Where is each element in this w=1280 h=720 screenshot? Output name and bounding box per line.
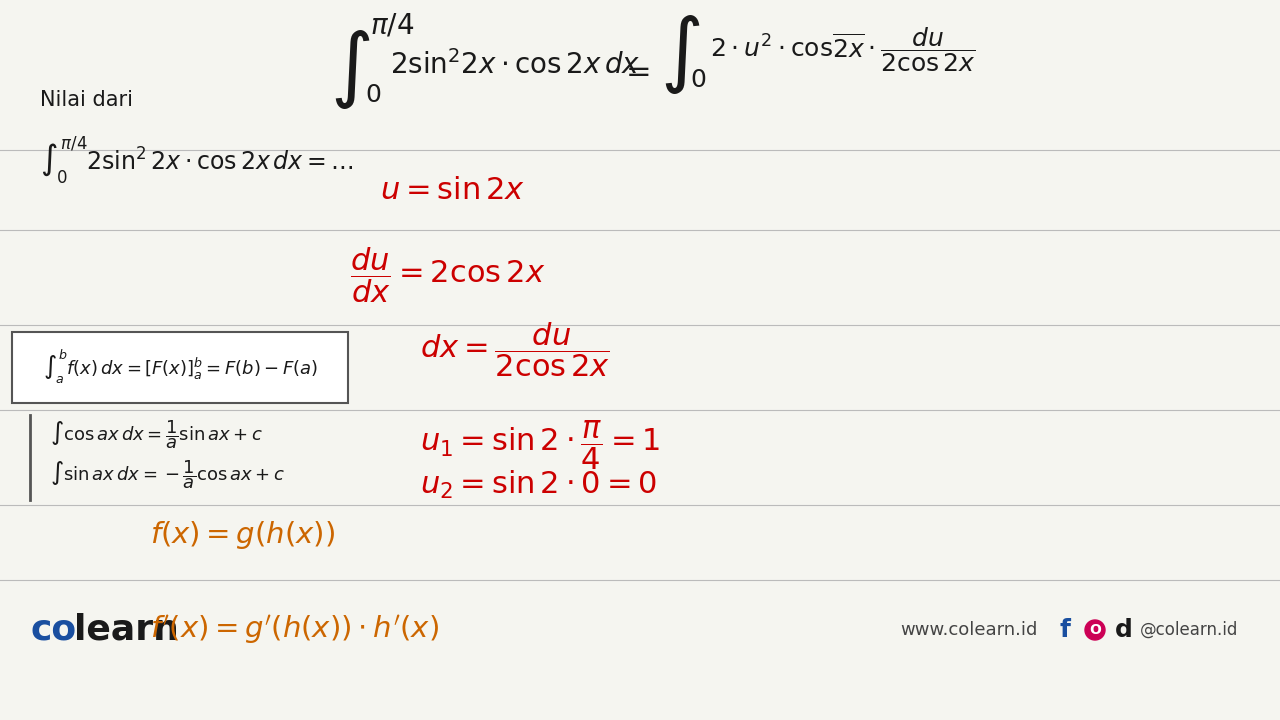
Text: co: co [29,613,76,647]
Text: $\int$: $\int$ [330,29,370,111]
Text: Nilai dari: Nilai dari [40,90,133,110]
Circle shape [1085,620,1105,640]
Text: learn: learn [74,613,179,647]
Text: @colearn.id: @colearn.id [1140,621,1238,639]
Text: f: f [1060,618,1071,642]
FancyBboxPatch shape [12,332,348,403]
Text: $\int$: $\int$ [660,14,700,96]
Text: $u_2 = \sin 2 \cdot 0 = 0$: $u_2 = \sin 2 \cdot 0 = 0$ [420,469,657,501]
Text: $2\sin^2\!2x \cdot \cos 2x\, dx$: $2\sin^2\!2x \cdot \cos 2x\, dx$ [390,50,640,80]
Text: $u = \sin 2x$: $u = \sin 2x$ [380,176,525,204]
Text: d: d [1115,618,1133,642]
Text: $\dfrac{du}{dx} = 2\cos 2x$: $\dfrac{du}{dx} = 2\cos 2x$ [349,246,545,305]
Text: $u_1 = \sin 2 \cdot \dfrac{\pi}{4} = 1$: $u_1 = \sin 2 \cdot \dfrac{\pi}{4} = 1$ [420,418,660,472]
Text: $dx = \dfrac{du}{2\cos 2x}$: $dx = \dfrac{du}{2\cos 2x}$ [420,320,611,379]
Text: $f(x) = g(h(x))$: $f(x) = g(h(x))$ [150,519,335,551]
Text: $\int_a^b f(x)\, dx = [F(x)]_a^b = F(b) - F(a)$: $\int_a^b f(x)\, dx = [F(x)]_a^b = F(b) … [42,348,317,386]
Text: $\int \cos ax\, dx = \dfrac{1}{a}\sin ax + c$: $\int \cos ax\, dx = \dfrac{1}{a}\sin ax… [50,418,264,451]
Text: $\int \sin ax\, dx = -\dfrac{1}{a}\cos ax + c$: $\int \sin ax\, dx = -\dfrac{1}{a}\cos a… [50,459,285,491]
Text: www.colearn.id: www.colearn.id [900,621,1037,639]
Text: $2 \cdot u^2 \cdot \cos\!\overline{2x} \cdot \dfrac{du}{2\cos 2x}$: $2 \cdot u^2 \cdot \cos\!\overline{2x} \… [710,26,975,74]
Text: $0$: $0$ [365,83,381,107]
Text: $=$: $=$ [620,55,650,84]
Text: $f'(x) = g'(h(x)) \cdot h'(x)$: $f'(x) = g'(h(x)) \cdot h'(x)$ [150,613,439,647]
Text: $\pi/4$: $\pi/4$ [370,11,415,39]
Text: $0$: $0$ [690,68,707,92]
Text: $\int_0^{\pi/4} 2\sin^2 2x \cdot \cos 2x\, dx = \ldots$: $\int_0^{\pi/4} 2\sin^2 2x \cdot \cos 2x… [40,135,355,186]
Text: O: O [1089,623,1101,637]
